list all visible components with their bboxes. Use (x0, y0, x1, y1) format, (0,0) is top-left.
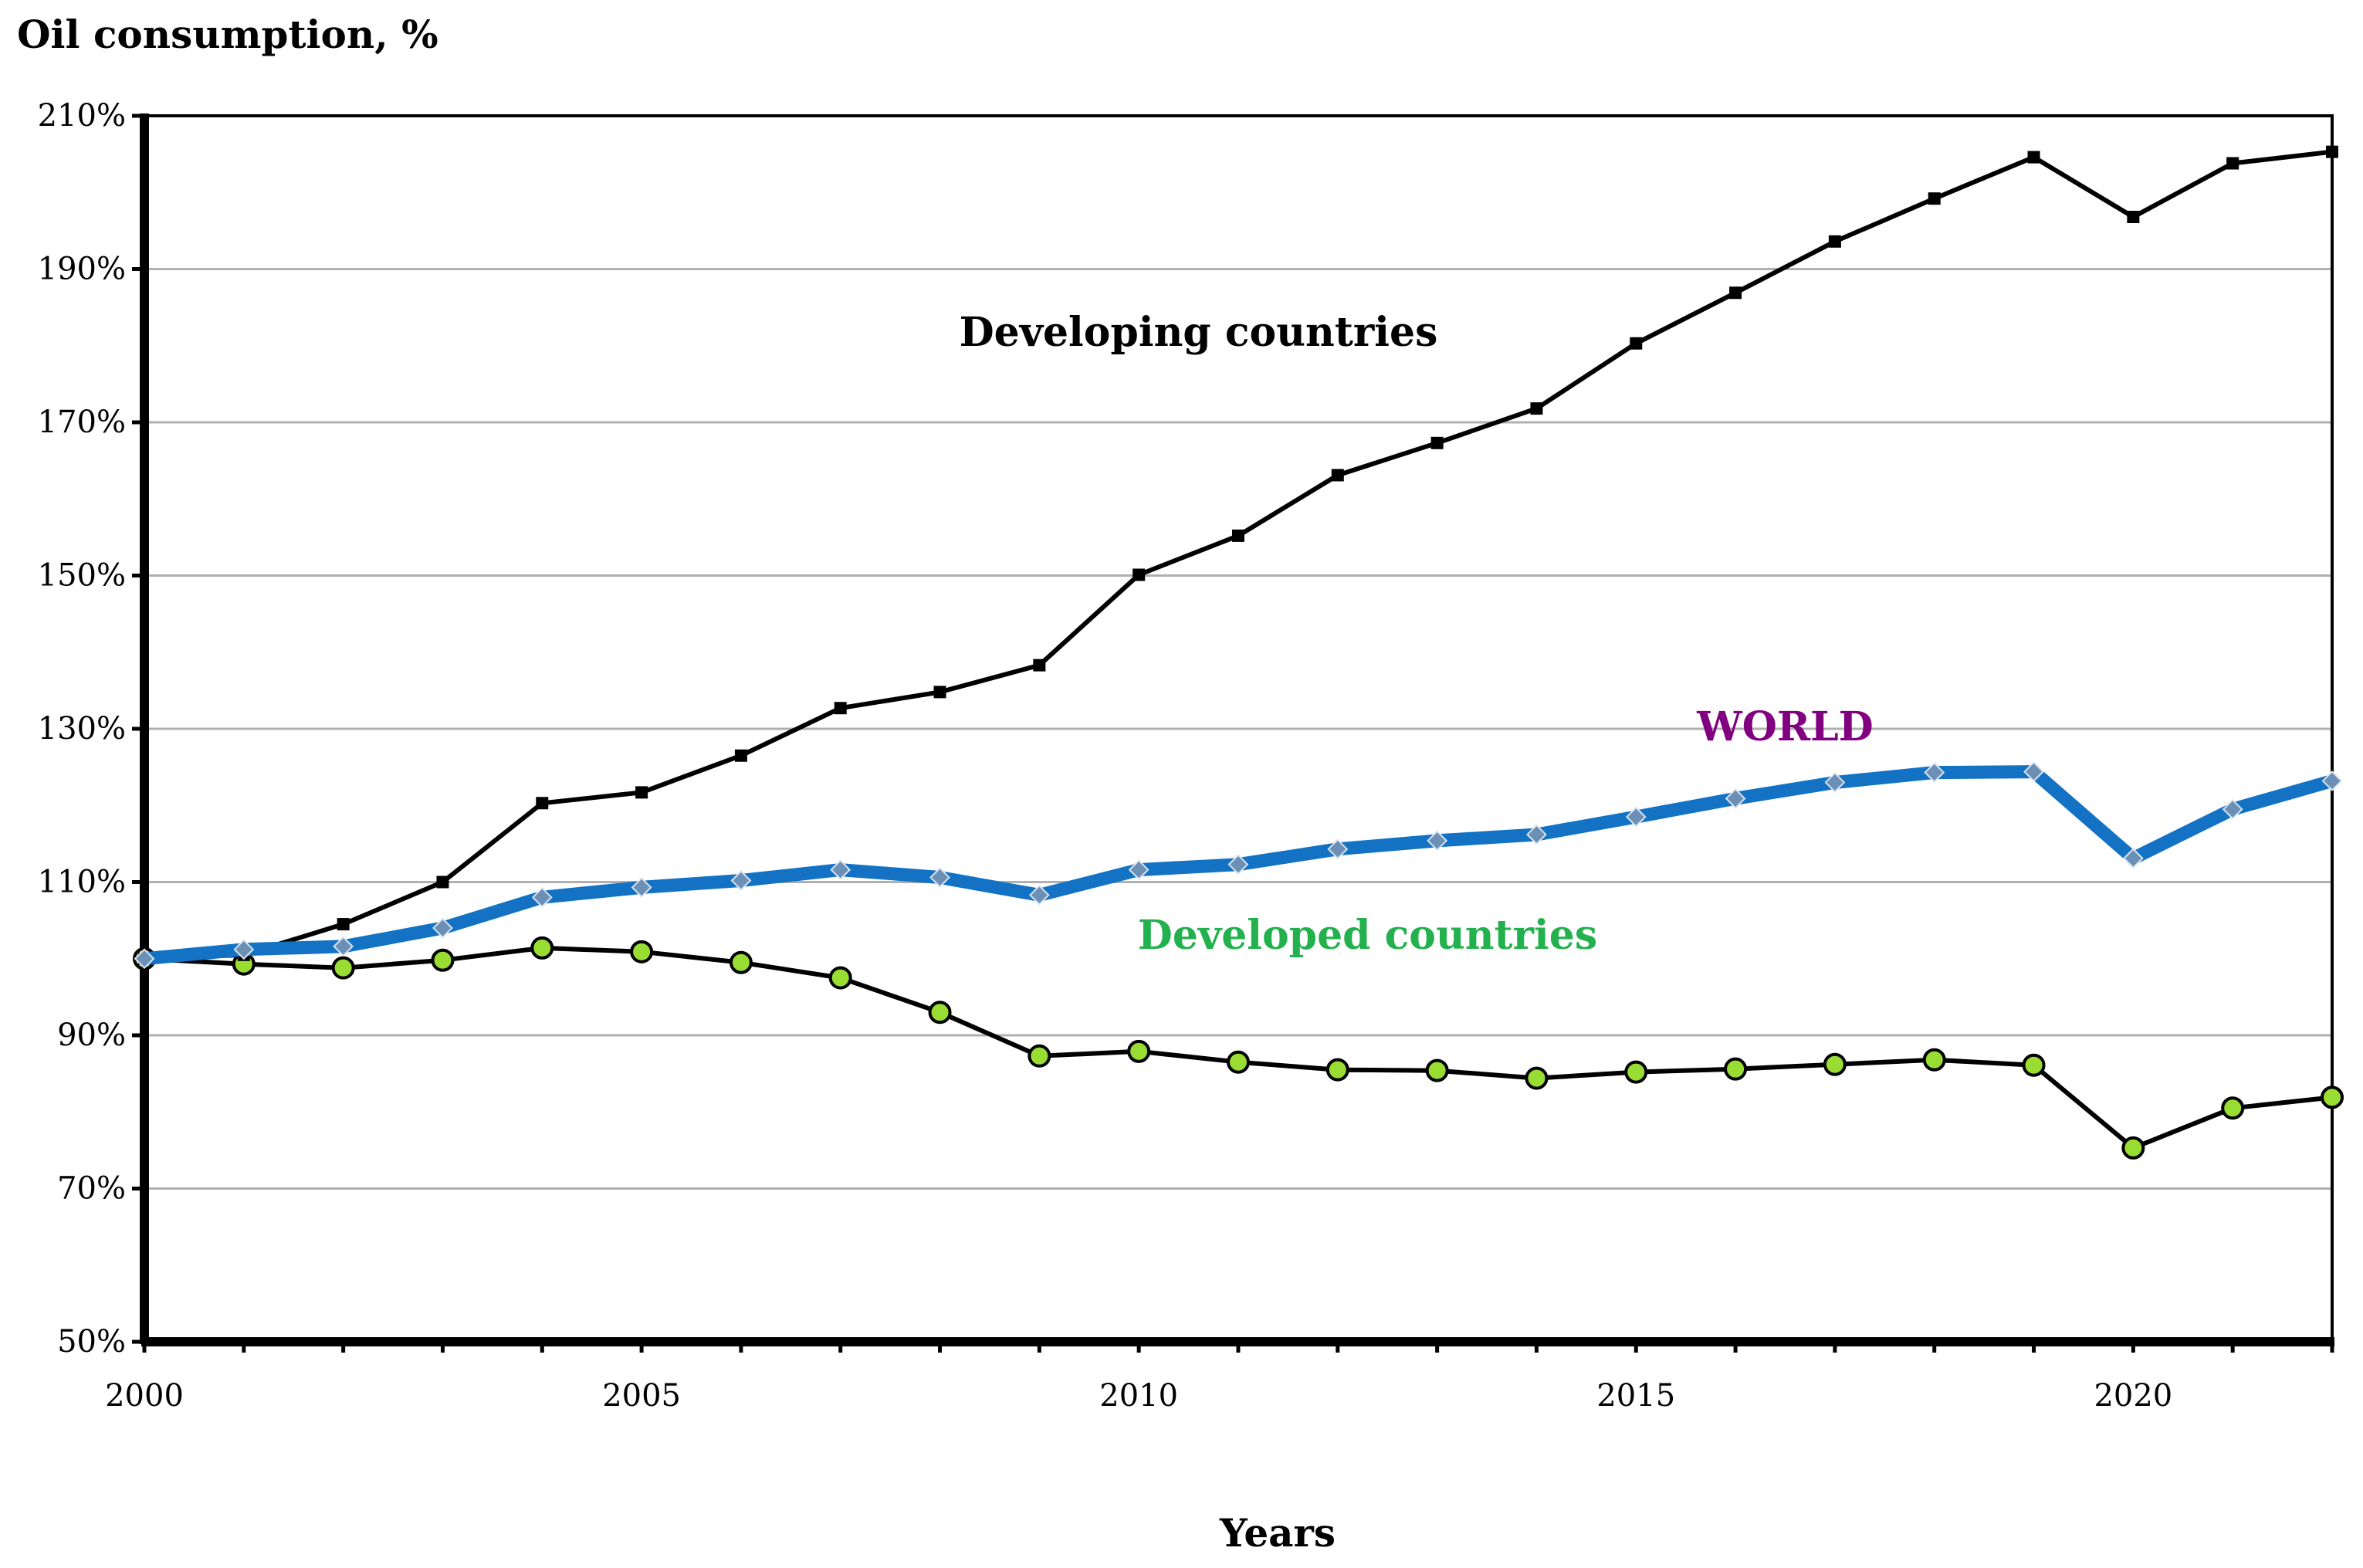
data-point-world (929, 867, 950, 888)
data-point-developed-countries (2321, 1085, 2344, 1109)
x-axis-label: Years (1219, 1510, 1336, 1556)
annotation-world: WORLD (1696, 703, 1874, 750)
annotations: Developing countries WORLD Developed count… (960, 309, 1874, 959)
y-tick-label: 150% (38, 558, 126, 594)
x-tick-label: 2020 (2094, 1378, 2172, 1414)
data-point-world (1028, 884, 1050, 906)
gridlines (144, 114, 2332, 1190)
data-point-world (2122, 848, 2144, 869)
data-point-developed-countries (1724, 1057, 1748, 1081)
data-point-world (1526, 824, 1547, 845)
data-point-developed-countries (1325, 1058, 1349, 1082)
x-tick-label: 2010 (1099, 1378, 1178, 1414)
y-tick-label: 210% (38, 98, 126, 134)
data-point-developing-countries (1430, 436, 1444, 449)
data-point-developing-countries (1530, 402, 1543, 415)
data-point-developed-countries (2221, 1096, 2245, 1120)
data-point-developed-countries (729, 950, 753, 974)
data-point-developing-countries (834, 702, 847, 715)
data-point-developing-countries (2127, 211, 2140, 224)
series-developed-countries (133, 936, 2344, 1160)
axes (132, 113, 2334, 1353)
data-point-world (233, 939, 255, 960)
series-line-developing-countries (144, 149, 2333, 961)
data-point-developing-countries (337, 918, 350, 931)
y-axis-label: Oil consumption, % (17, 12, 438, 57)
data-point-developing-countries (2226, 157, 2239, 170)
series-world (134, 761, 2343, 970)
data-point-world (1327, 838, 1349, 860)
data-point-world (1924, 762, 1945, 783)
data-point-developing-countries (1132, 568, 1146, 581)
data-point-developing-countries (1928, 192, 1941, 205)
data-point-developed-countries (828, 966, 852, 990)
data-point-developed-countries (1227, 1050, 1250, 1074)
data-point-developed-countries (1922, 1048, 1946, 1072)
data-point-developed-countries (1027, 1044, 1051, 1068)
annotation-developed-countries: Developed countries (1138, 912, 1597, 959)
data-point-world (1427, 830, 1448, 852)
data-point-world (1227, 854, 1249, 875)
y-tick-label: 170% (38, 405, 126, 440)
data-point-developed-countries (630, 940, 654, 963)
data-point-world (730, 870, 752, 891)
data-point-developed-countries (1425, 1058, 1449, 1082)
x-tick-label: 2000 (105, 1378, 184, 1414)
data-point-world (134, 948, 155, 970)
data-point-developed-countries (1127, 1039, 1151, 1063)
data-point-developed-countries (1624, 1060, 1648, 1084)
data-point-developed-countries (431, 948, 455, 972)
data-point-world (830, 859, 851, 881)
data-point-developing-countries (2027, 151, 2040, 164)
data-point-world (531, 886, 553, 908)
y-tick-label: 90% (57, 1018, 126, 1053)
x-tick-label: 2005 (602, 1378, 681, 1414)
data-point-developing-countries (1828, 235, 1841, 248)
data-point-world (2321, 770, 2343, 791)
y-tick-label: 190% (38, 252, 126, 287)
y-tick-label: 50% (57, 1324, 126, 1360)
data-point-developing-countries (1729, 286, 1742, 300)
x-tick-labels: 2000 2005 2010 2015 2020 (105, 1378, 2172, 1414)
data-point-world (1128, 859, 1149, 881)
data-point-developing-countries (1033, 659, 1046, 672)
data-point-developed-countries (331, 956, 355, 980)
series-layer (133, 145, 2344, 1160)
data-point-developing-countries (1232, 529, 1244, 542)
data-point-developing-countries (436, 875, 449, 889)
data-point-developed-countries (1525, 1066, 1549, 1090)
data-point-world (2222, 798, 2243, 820)
y-tick-label: 70% (57, 1171, 126, 1207)
y-tick-label: 110% (38, 865, 126, 900)
data-point-developed-countries (2022, 1053, 2046, 1077)
data-point-developed-countries (1823, 1052, 1847, 1076)
x-tick-label: 2015 (1596, 1378, 1675, 1414)
data-point-developed-countries (928, 1001, 952, 1024)
data-point-developing-countries (2326, 145, 2338, 158)
data-point-developing-countries (1331, 469, 1344, 482)
data-point-world (432, 917, 453, 939)
data-point-developing-countries (536, 797, 549, 810)
data-point-developed-countries (530, 936, 554, 960)
data-point-developing-countries (635, 786, 648, 799)
data-point-world (2023, 761, 2044, 782)
data-point-world (1625, 806, 1647, 828)
data-point-developed-countries (2121, 1136, 2145, 1160)
data-point-developing-countries (933, 686, 946, 699)
y-tick-labels: 50% 70% 90% 110% 130% 150% 170% 190% 210% (38, 98, 126, 1360)
annotation-developing-countries: Developing countries (960, 309, 1438, 356)
data-point-developing-countries (1630, 337, 1643, 350)
data-point-developing-countries (734, 749, 747, 762)
data-point-world (333, 936, 354, 957)
series-line-developed-countries (144, 945, 2333, 1150)
data-point-world (631, 877, 652, 898)
data-point-world (1824, 772, 1846, 793)
y-tick-label: 130% (38, 711, 126, 747)
data-point-world (1725, 787, 1746, 809)
